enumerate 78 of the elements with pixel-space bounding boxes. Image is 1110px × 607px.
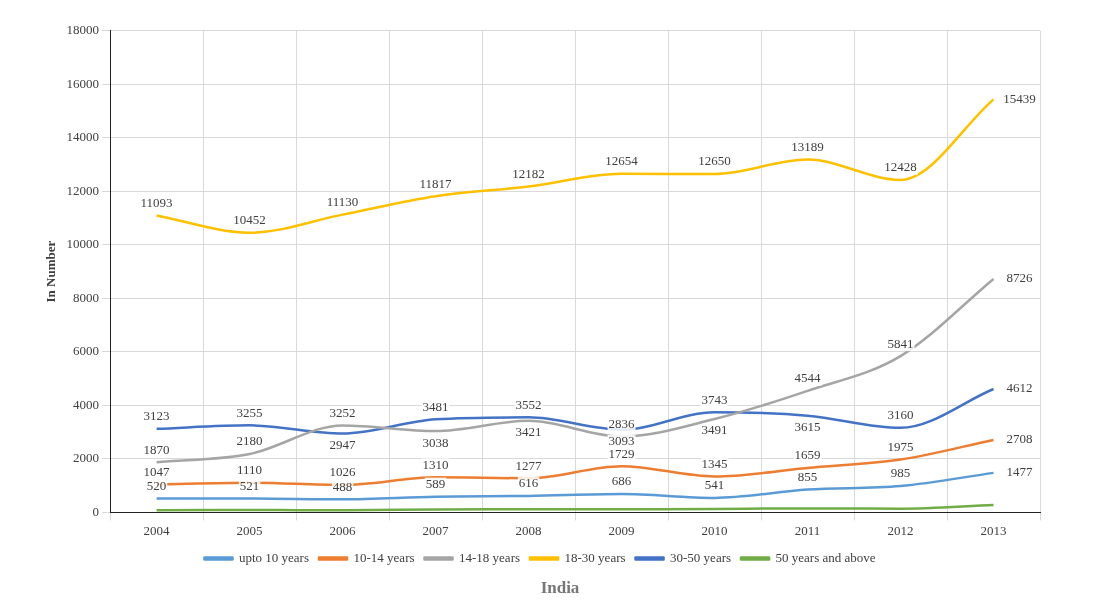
legend-label: 50 years and above — [775, 549, 876, 565]
data-label: 589 — [425, 476, 446, 492]
data-label: 3743 — [701, 391, 728, 407]
data-label: 12654 — [605, 153, 639, 169]
data-label: 3093 — [608, 433, 635, 449]
data-label: 521 — [239, 477, 260, 493]
data-label: 1659 — [794, 447, 821, 463]
data-label: 3552 — [515, 396, 542, 412]
legend-label: 18-30 years — [564, 549, 626, 565]
y-tick-label: 2000 — [73, 450, 100, 466]
data-label: 5841 — [887, 335, 914, 351]
y-tick-label: 14000 — [66, 129, 100, 145]
y-tick-label: 0 — [92, 503, 100, 519]
data-label: 686 — [611, 473, 632, 489]
data-label: 4612 — [1006, 380, 1033, 396]
data-label: 1026 — [329, 464, 357, 480]
data-label: 3491 — [701, 422, 728, 438]
data-label: 520 — [146, 477, 167, 493]
x-tick-label: 2007 — [422, 522, 450, 538]
y-tick-label: 18000 — [66, 22, 100, 38]
data-label: 11817 — [419, 175, 453, 191]
data-label: 3038 — [422, 434, 449, 450]
data-label: 1345 — [701, 455, 728, 471]
y-tick-label: 10000 — [66, 236, 100, 252]
x-axis-title: India — [539, 578, 581, 598]
data-label: 10452 — [233, 212, 266, 228]
data-label: 2708 — [1006, 431, 1033, 447]
data-label: 488 — [332, 478, 353, 494]
data-label: 541 — [704, 477, 725, 493]
x-tick-label: 2005 — [236, 522, 263, 538]
y-tick-label: 8000 — [73, 289, 100, 305]
data-label: 3123 — [143, 408, 170, 424]
data-label: 855 — [797, 468, 818, 484]
data-label: 1729 — [608, 445, 635, 461]
data-label: 3255 — [236, 404, 263, 420]
data-label: 3160 — [887, 407, 914, 423]
data-label: 1975 — [887, 438, 914, 454]
data-label: 1047 — [143, 463, 171, 479]
data-label: 15439 — [1003, 90, 1036, 106]
data-label: 3481 — [422, 398, 449, 414]
data-label: 11093 — [140, 195, 173, 211]
y-axis-title: In Number — [43, 240, 59, 303]
x-tick-label: 2013 — [980, 522, 1007, 538]
x-tick-label: 2006 — [329, 522, 357, 538]
legend-label: upto 10 years — [238, 549, 310, 565]
data-label: 3252 — [329, 404, 356, 420]
data-label: 3615 — [794, 419, 821, 435]
data-label: 12182 — [512, 165, 545, 181]
x-tick-label: 2012 — [887, 522, 914, 538]
data-label: 2947 — [329, 436, 357, 452]
x-tick-label: 2004 — [143, 522, 171, 538]
x-tick-label: 2009 — [608, 522, 635, 538]
legend-label: 10-14 years — [353, 549, 415, 565]
data-label: 11130 — [326, 194, 359, 210]
legend-label: 30-50 years — [670, 549, 732, 565]
data-label: 1110 — [237, 462, 263, 478]
data-label: 2836 — [608, 415, 636, 431]
data-label: 1277 — [515, 457, 543, 473]
data-label: 1870 — [143, 441, 170, 457]
data-label: 3421 — [515, 424, 542, 440]
data-label: 12650 — [698, 153, 731, 169]
data-label: 616 — [518, 475, 539, 491]
data-label: 1477 — [1006, 464, 1034, 480]
data-label: 2180 — [236, 433, 263, 449]
legend-label: 14-18 years — [459, 549, 521, 565]
y-tick-label: 16000 — [66, 75, 100, 91]
data-label: 13189 — [791, 138, 824, 154]
data-label: 8726 — [1006, 270, 1034, 286]
data-label: 4544 — [794, 370, 822, 386]
y-tick-label: 12000 — [66, 182, 100, 198]
data-label: 985 — [890, 465, 911, 481]
x-tick-label: 2008 — [515, 522, 542, 538]
data-label: 1310 — [422, 456, 449, 472]
data-label: 12428 — [884, 159, 917, 175]
x-tick-label: 2010 — [701, 522, 728, 538]
y-tick-label: 6000 — [73, 343, 100, 359]
y-tick-label: 4000 — [73, 396, 100, 412]
x-tick-label: 2011 — [794, 522, 821, 538]
